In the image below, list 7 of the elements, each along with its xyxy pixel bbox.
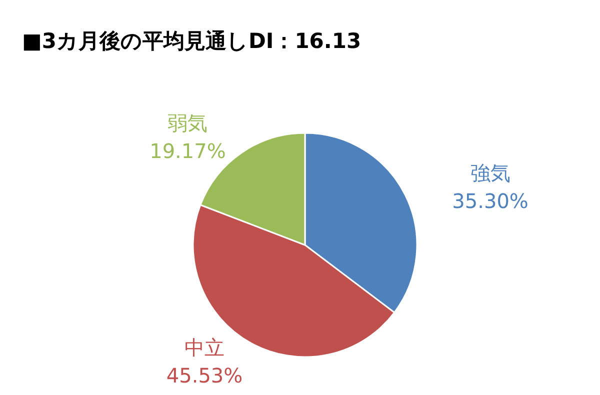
- data-label: 35.30%: [452, 189, 528, 214]
- chart-title: ■3カ月後の平均見通しDI：16.13: [22, 29, 362, 53]
- slice-label: 中立: [184, 335, 225, 360]
- data-label: 19.17%: [150, 139, 226, 164]
- data-label: 45.53%: [166, 363, 243, 388]
- slice-label: 強気: [470, 161, 510, 186]
- slice-label: 弱気: [168, 111, 208, 136]
